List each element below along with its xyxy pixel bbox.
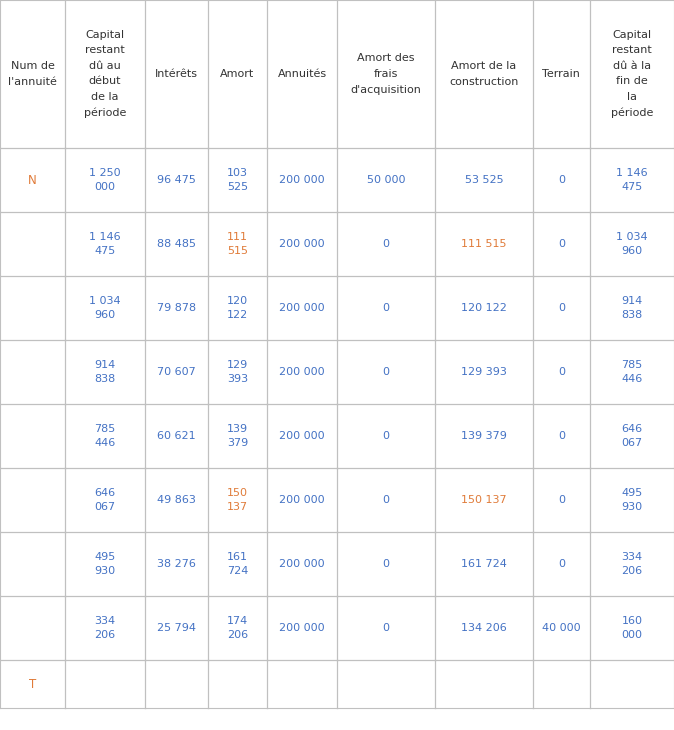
Text: 200 000: 200 000	[280, 175, 325, 185]
Text: 161
724: 161 724	[226, 552, 248, 576]
Text: 495
930: 495 930	[621, 488, 642, 512]
Text: 150 137: 150 137	[461, 495, 507, 505]
Text: 25 794: 25 794	[157, 623, 196, 633]
Text: 88 485: 88 485	[157, 239, 196, 249]
Text: Terrain: Terrain	[543, 69, 580, 79]
Text: 129 393: 129 393	[461, 367, 507, 377]
Text: 1 146
475: 1 146 475	[616, 168, 648, 192]
Text: 785
446: 785 446	[94, 424, 115, 448]
Text: 38 276: 38 276	[157, 559, 195, 569]
Text: 160
000: 160 000	[621, 616, 642, 640]
Text: 120 122: 120 122	[461, 303, 507, 313]
Text: 0: 0	[558, 495, 565, 505]
Text: 134 206: 134 206	[461, 623, 507, 633]
Text: 0: 0	[558, 559, 565, 569]
Text: 96 475: 96 475	[157, 175, 195, 185]
Text: 0: 0	[383, 559, 390, 569]
Text: Capital
restant
dû au
début
de la
période: Capital restant dû au début de la périod…	[84, 30, 126, 118]
Text: 40 000: 40 000	[542, 623, 581, 633]
Text: 0: 0	[558, 367, 565, 377]
Text: 1 250
000: 1 250 000	[89, 168, 121, 192]
Text: 49 863: 49 863	[157, 495, 195, 505]
Text: 79 878: 79 878	[157, 303, 196, 313]
Text: 60 621: 60 621	[157, 431, 195, 441]
Text: 334
206: 334 206	[94, 616, 115, 640]
Text: 200 000: 200 000	[280, 367, 325, 377]
Text: 200 000: 200 000	[280, 239, 325, 249]
Text: 1 146
475: 1 146 475	[89, 232, 121, 256]
Text: 129
393: 129 393	[226, 360, 248, 384]
Text: 161 724: 161 724	[461, 559, 507, 569]
Text: 646
067: 646 067	[621, 424, 642, 448]
Text: Amort: Amort	[220, 69, 255, 79]
Text: Intérêts: Intérêts	[155, 69, 198, 79]
Text: 914
838: 914 838	[621, 296, 642, 320]
Text: 0: 0	[558, 431, 565, 441]
Text: 0: 0	[558, 239, 565, 249]
Text: 53 525: 53 525	[464, 175, 503, 185]
Text: 200 000: 200 000	[280, 303, 325, 313]
Text: 0: 0	[383, 367, 390, 377]
Text: 200 000: 200 000	[280, 559, 325, 569]
Text: 0: 0	[383, 239, 390, 249]
Text: 334
206: 334 206	[621, 552, 642, 576]
Text: 0: 0	[383, 623, 390, 633]
Text: Amort de la
construction: Amort de la construction	[450, 61, 518, 87]
Text: Num de
l'annuité: Num de l'annuité	[8, 61, 57, 87]
Text: 0: 0	[383, 431, 390, 441]
Text: 174
206: 174 206	[226, 616, 248, 640]
Text: 111 515: 111 515	[461, 239, 507, 249]
Text: Capital
restant
dû à la
fin de
la
période: Capital restant dû à la fin de la périod…	[611, 30, 653, 118]
Text: 1 034
960: 1 034 960	[89, 296, 121, 320]
Text: 0: 0	[558, 303, 565, 313]
Text: T: T	[29, 677, 36, 691]
Text: 200 000: 200 000	[280, 431, 325, 441]
Text: 111
515: 111 515	[227, 232, 248, 256]
Text: 0: 0	[558, 175, 565, 185]
Text: 914
838: 914 838	[94, 360, 115, 384]
Text: 120
122: 120 122	[226, 296, 248, 320]
Text: 139 379: 139 379	[461, 431, 507, 441]
Text: 0: 0	[383, 303, 390, 313]
Text: 0: 0	[383, 495, 390, 505]
Text: Annuités: Annuités	[278, 69, 327, 79]
Text: 103
525: 103 525	[227, 168, 248, 192]
Text: 1 034
960: 1 034 960	[616, 232, 648, 256]
Text: Amort des
frais
d'acquisition: Amort des frais d'acquisition	[350, 53, 422, 95]
Text: 785
446: 785 446	[621, 360, 642, 384]
Text: 200 000: 200 000	[280, 495, 325, 505]
Text: 50 000: 50 000	[367, 175, 406, 185]
Text: N: N	[28, 174, 37, 186]
Text: 495
930: 495 930	[94, 552, 115, 576]
Text: 646
067: 646 067	[94, 488, 115, 512]
Text: 150
137: 150 137	[227, 488, 248, 512]
Text: 200 000: 200 000	[280, 623, 325, 633]
Text: 139
379: 139 379	[226, 424, 248, 448]
Text: 70 607: 70 607	[157, 367, 195, 377]
